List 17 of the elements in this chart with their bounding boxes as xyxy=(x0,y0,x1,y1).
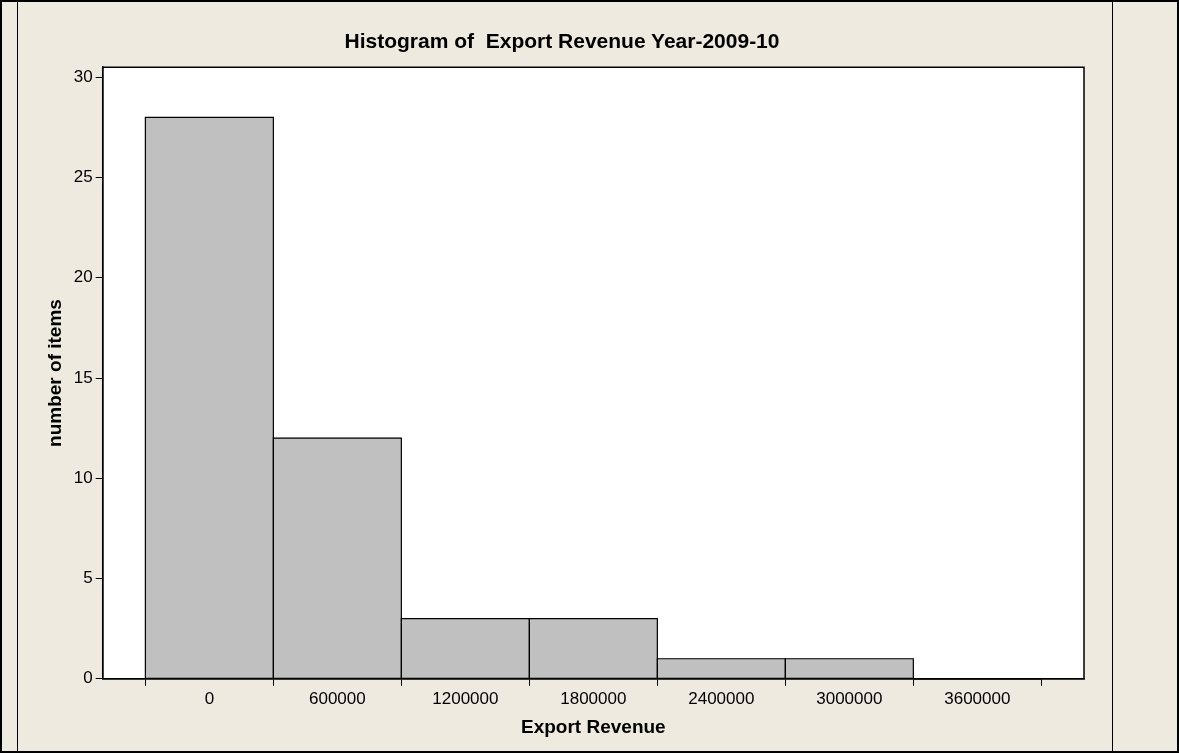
x-tick-label: 3000000 xyxy=(816,688,883,708)
x-tick-label: 1800000 xyxy=(560,688,627,708)
y-tick-label: 10 xyxy=(73,467,93,487)
y-tick-label: 5 xyxy=(83,568,93,588)
x-tick-label: 3600000 xyxy=(944,688,1011,708)
y-tick-label: 0 xyxy=(83,668,93,688)
x-axis-title: Export Revenue xyxy=(521,715,666,737)
x-tick-label: 600000 xyxy=(309,688,366,708)
x-tick-label: 1200000 xyxy=(432,688,499,708)
y-axis-title: number of items xyxy=(43,299,65,447)
chart-title: Histogram of Export Revenue Year-2009-10 xyxy=(344,29,780,53)
y-tick-label: 20 xyxy=(73,267,93,287)
y-tick-label: 25 xyxy=(73,167,93,187)
x-tick-label: 2400000 xyxy=(688,688,755,708)
y-tick-label: 15 xyxy=(73,367,93,387)
y-tick-label: 30 xyxy=(73,66,93,86)
x-tick-label: 0 xyxy=(204,688,215,708)
